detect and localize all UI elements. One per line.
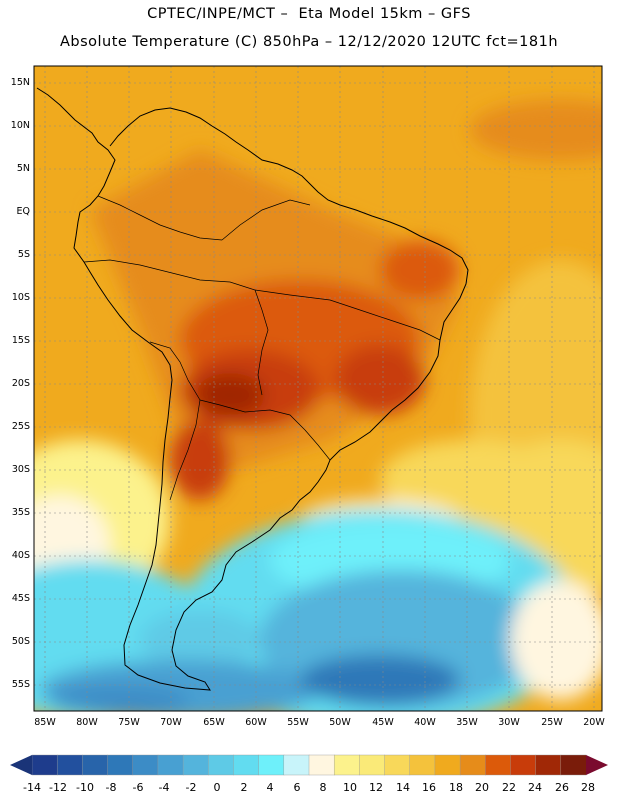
colorbar-box — [182, 754, 209, 776]
colorbar-label: 14 — [396, 781, 410, 794]
colorbar-box — [333, 754, 360, 776]
colorbar-box — [283, 754, 310, 776]
colorbar-label: -14 — [23, 781, 41, 794]
colorbar-over-arrow — [586, 755, 608, 775]
colorbar-label: 20 — [475, 781, 489, 794]
lat-label: 50S — [11, 636, 30, 647]
lat-label: EQ — [16, 206, 30, 217]
lat-label: 15N — [10, 77, 30, 88]
colorbar-box — [409, 754, 436, 776]
colorbar-box — [485, 754, 511, 776]
colorbar-box — [132, 754, 159, 776]
colorbar-label: 24 — [528, 781, 542, 794]
lat-label: 35S — [11, 507, 30, 518]
south-america-coastline — [36, 87, 469, 691]
colorbar-label: -6 — [132, 781, 144, 794]
colorbar-box — [157, 754, 184, 776]
lon-label: 20W — [583, 717, 605, 728]
colorbar-label: 6 — [293, 781, 301, 794]
lon-label: 70W — [160, 717, 182, 728]
colorbar-box — [56, 754, 83, 776]
colorbar-label: 8 — [319, 781, 327, 794]
map-frame — [33, 65, 603, 712]
lon-label: 60W — [245, 717, 267, 728]
colorbar-box — [384, 754, 411, 776]
lon-label: 30W — [498, 717, 520, 728]
colorbar-box — [510, 754, 537, 776]
temperature-field — [34, 66, 602, 711]
colorbar-box — [459, 754, 486, 776]
colorbar-box — [107, 754, 134, 776]
colorbar-label: 4 — [266, 781, 274, 794]
colorbar-box — [308, 754, 335, 776]
lon-label: 50W — [329, 717, 351, 728]
colorbar — [10, 754, 608, 776]
lat-label: 25S — [11, 421, 30, 432]
colorbar-label: 10 — [343, 781, 357, 794]
colorbar-box — [434, 754, 461, 776]
colorbar-boxes — [31, 754, 587, 776]
country-borders — [83, 195, 441, 501]
colorbar-label: 22 — [502, 781, 516, 794]
colorbar-label: 0 — [213, 781, 221, 794]
colorbar-label: -10 — [76, 781, 94, 794]
lat-label: 5S — [17, 249, 30, 260]
lat-label: 55S — [11, 679, 30, 690]
lon-label: 75W — [118, 717, 140, 728]
colorbar-label: -8 — [105, 781, 117, 794]
lon-label: 40W — [414, 717, 436, 728]
colorbar-label: -4 — [158, 781, 170, 794]
title-line-2: Absolute Temperature (C) 850hPa – 12/12/… — [59, 34, 559, 50]
colorbar-box — [359, 754, 386, 776]
colorbar-label: 26 — [555, 781, 569, 794]
lat-label: 30S — [11, 464, 30, 475]
colorbar-label: 12 — [369, 781, 383, 794]
lat-label: 10N — [10, 120, 30, 131]
lon-label: 25W — [541, 717, 563, 728]
colorbar-label: 2 — [240, 781, 248, 794]
lon-label: 45W — [372, 717, 394, 728]
colorbar-label: -2 — [185, 781, 197, 794]
lat-label: 10S — [11, 292, 30, 303]
colorbar-box — [233, 754, 260, 776]
colorbar-label: 18 — [449, 781, 463, 794]
colorbar-label: -12 — [49, 781, 67, 794]
colorbar-box — [258, 754, 285, 776]
colorbar-box — [31, 754, 58, 776]
colorbar-under-arrow — [10, 755, 32, 775]
colorbar-box — [535, 754, 562, 776]
lat-label: 40S — [11, 550, 30, 561]
colorbar-box — [560, 754, 587, 776]
title-line-1: CPTEC/INPE/MCT – Eta Model 15km – GFS — [147, 6, 471, 22]
lon-label: 65W — [203, 717, 225, 728]
lat-label: 5N — [16, 163, 30, 174]
colorbar-box — [82, 754, 109, 776]
lon-label: 35W — [456, 717, 478, 728]
lat-label: 15S — [11, 335, 30, 346]
colorbar-box — [208, 754, 234, 776]
colorbar-label: 16 — [422, 781, 436, 794]
colorbar-label: 28 — [581, 781, 595, 794]
lon-label: 80W — [76, 717, 98, 728]
lat-label: 45S — [11, 593, 30, 604]
lon-label: 55W — [287, 717, 309, 728]
lon-label: 85W — [34, 717, 56, 728]
lat-label: 20S — [11, 378, 30, 389]
